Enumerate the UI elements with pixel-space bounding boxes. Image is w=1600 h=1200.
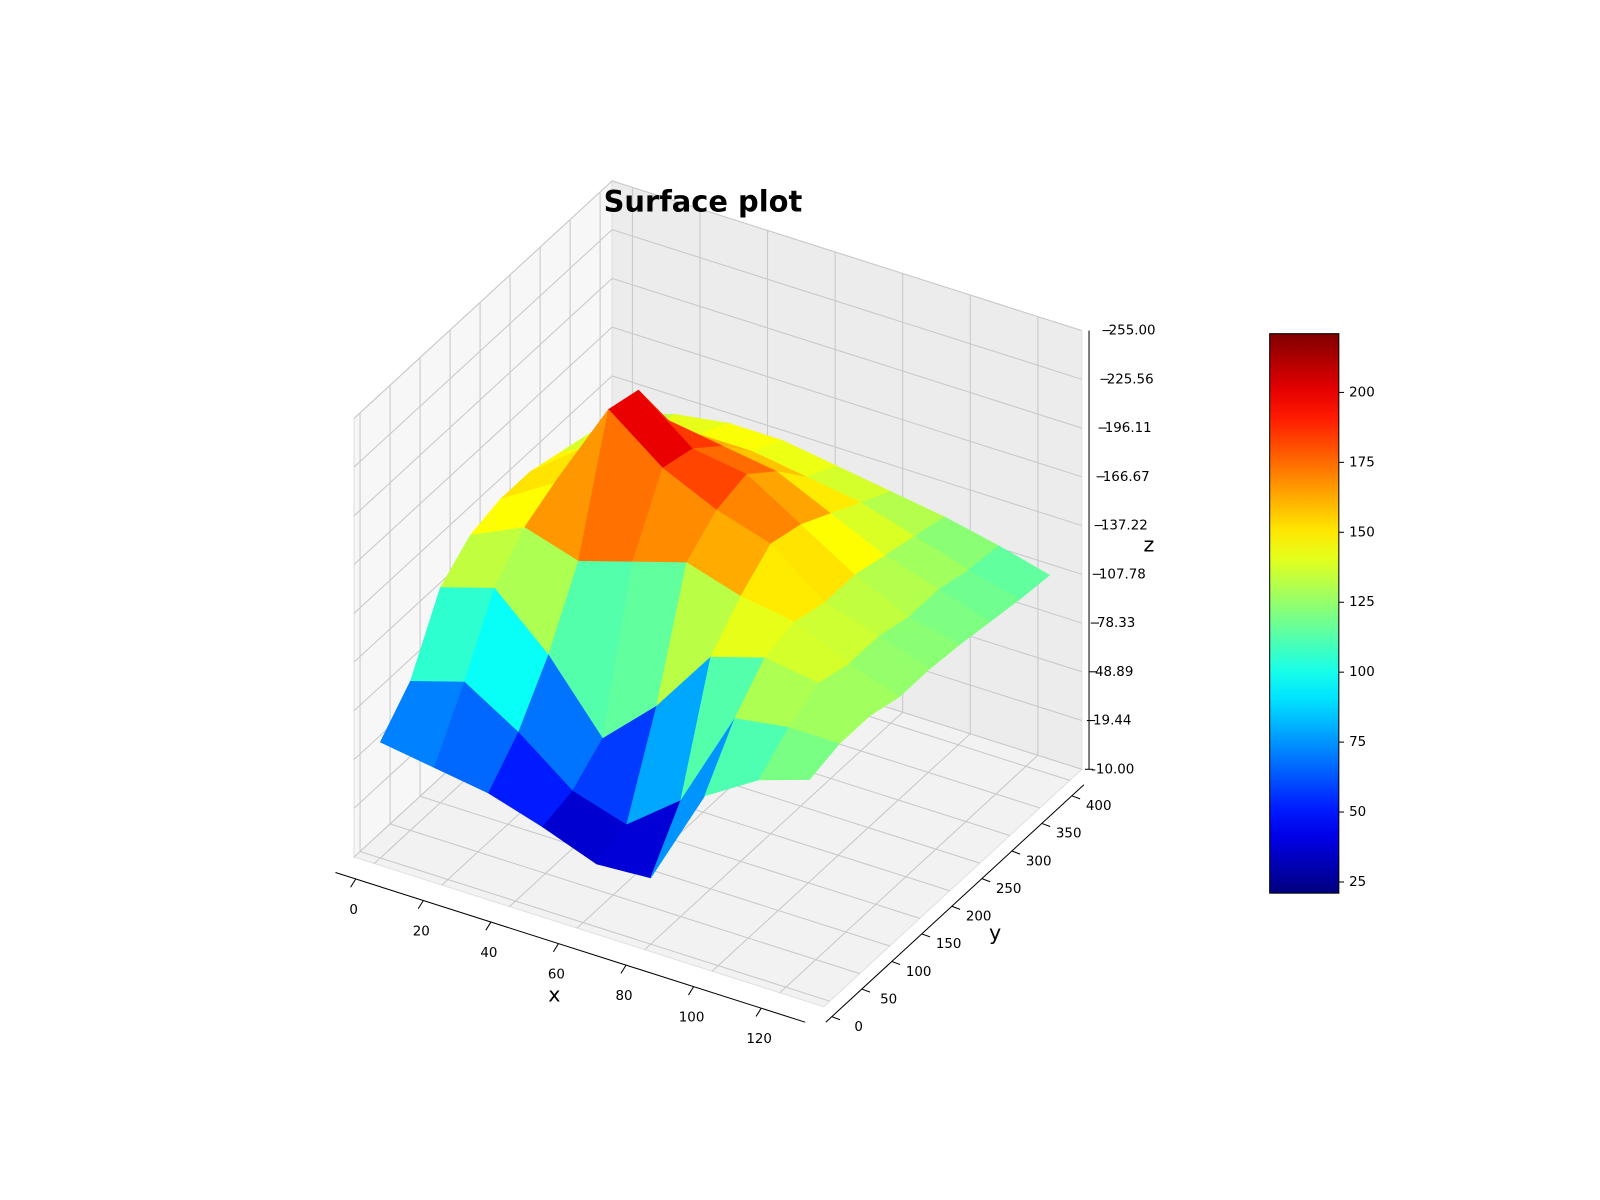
colorbar-tick-label: 50 (1349, 805, 1366, 820)
z-tick-label: -10.00 (1091, 762, 1134, 777)
x-tick-label: 20 (413, 924, 430, 939)
z-tick-label: 78.33 (1097, 616, 1135, 631)
x-tick (688, 986, 695, 996)
grid-line (359, 851, 830, 1002)
grid-line (353, 326, 613, 565)
z-tick-label: 107.78 (1099, 567, 1146, 582)
colorbar-tick-label: 150 (1349, 525, 1375, 540)
y-tick (1011, 850, 1021, 855)
y-tick-label: 350 (1056, 827, 1082, 842)
z-tick-label: 196.11 (1105, 421, 1152, 436)
x-tick-label: 60 (548, 968, 565, 983)
y-tick (891, 960, 901, 966)
colorbar-tick-label: 75 (1349, 735, 1366, 750)
y-axis-line (825, 784, 1085, 1023)
y-tick (1071, 795, 1081, 800)
grid-line (611, 229, 1082, 380)
x-tick (417, 900, 424, 910)
grid-line (611, 277, 1082, 429)
surface (379, 389, 1051, 879)
chart-title: Surface plot (604, 185, 803, 219)
y-tick-label: 250 (996, 882, 1022, 897)
z-tick-label: 225.56 (1107, 372, 1154, 387)
grid-line (353, 278, 613, 517)
colorbar-ticks: 25 50 75 100 125 150 175 200 (1338, 385, 1375, 890)
y-tick-label: 0 (854, 1020, 863, 1035)
x-axis-label: x (548, 982, 560, 1006)
grid-line (644, 711, 904, 951)
y-tick (951, 905, 961, 910)
y-tick (831, 1016, 841, 1021)
y-tick-label: 50 (880, 992, 897, 1007)
grid-line (611, 326, 1082, 478)
z-tick-label: 19.44 (1093, 714, 1131, 729)
x-tick-label: 100 (679, 1011, 705, 1026)
y-tick-label: 400 (1086, 799, 1112, 814)
y-tick (1041, 822, 1051, 828)
z-axis-label: z (1143, 532, 1154, 556)
colorbar (1269, 333, 1340, 894)
colorbar-tick-label: 100 (1349, 665, 1375, 680)
grid-line (389, 823, 860, 975)
grid-line (353, 375, 613, 614)
colorbar-tick-label: 25 (1349, 875, 1366, 890)
x-tick-label: 0 (349, 903, 358, 918)
z-tick-label: 255.00 (1109, 324, 1156, 339)
grid-line (353, 180, 613, 419)
grid-line (779, 754, 1039, 994)
colorbar-tick-label: 125 (1349, 595, 1375, 610)
y-tick (861, 988, 871, 993)
x-tick (552, 943, 559, 953)
x-tick-label: 120 (746, 1032, 772, 1047)
colorbar-tick-label: 200 (1349, 385, 1375, 400)
x-axis-line (335, 872, 806, 1023)
x-tick (755, 1007, 762, 1017)
colorbar-tick-label: 175 (1349, 455, 1375, 470)
x-tick-label: 80 (615, 989, 632, 1004)
x-tick (350, 878, 357, 888)
y-tick (981, 878, 991, 883)
grid-line (353, 229, 613, 468)
z-tick-label: 166.67 (1103, 470, 1150, 485)
y-tick-label: 150 (936, 937, 962, 952)
x-tick-label: 40 (480, 946, 497, 961)
x-tick (620, 964, 627, 974)
axes: 0 20 40 60 80 100 120 0 50 100 150 200 250 300 350 400 -… (335, 324, 1156, 1047)
y-tick-label: 200 (966, 910, 992, 925)
y-axis-label: y (989, 920, 1001, 944)
y-tick-label: 300 (1026, 854, 1052, 869)
grid-line (711, 733, 971, 972)
x-tick (485, 921, 492, 931)
surface-cell (758, 727, 841, 781)
z-tick-label: 137.22 (1101, 519, 1148, 534)
grid-line (611, 180, 1082, 332)
grid-line (611, 375, 1082, 527)
y-tick-label: 100 (906, 965, 932, 980)
y-tick (921, 933, 931, 938)
z-tick-label: 48.89 (1095, 665, 1133, 680)
